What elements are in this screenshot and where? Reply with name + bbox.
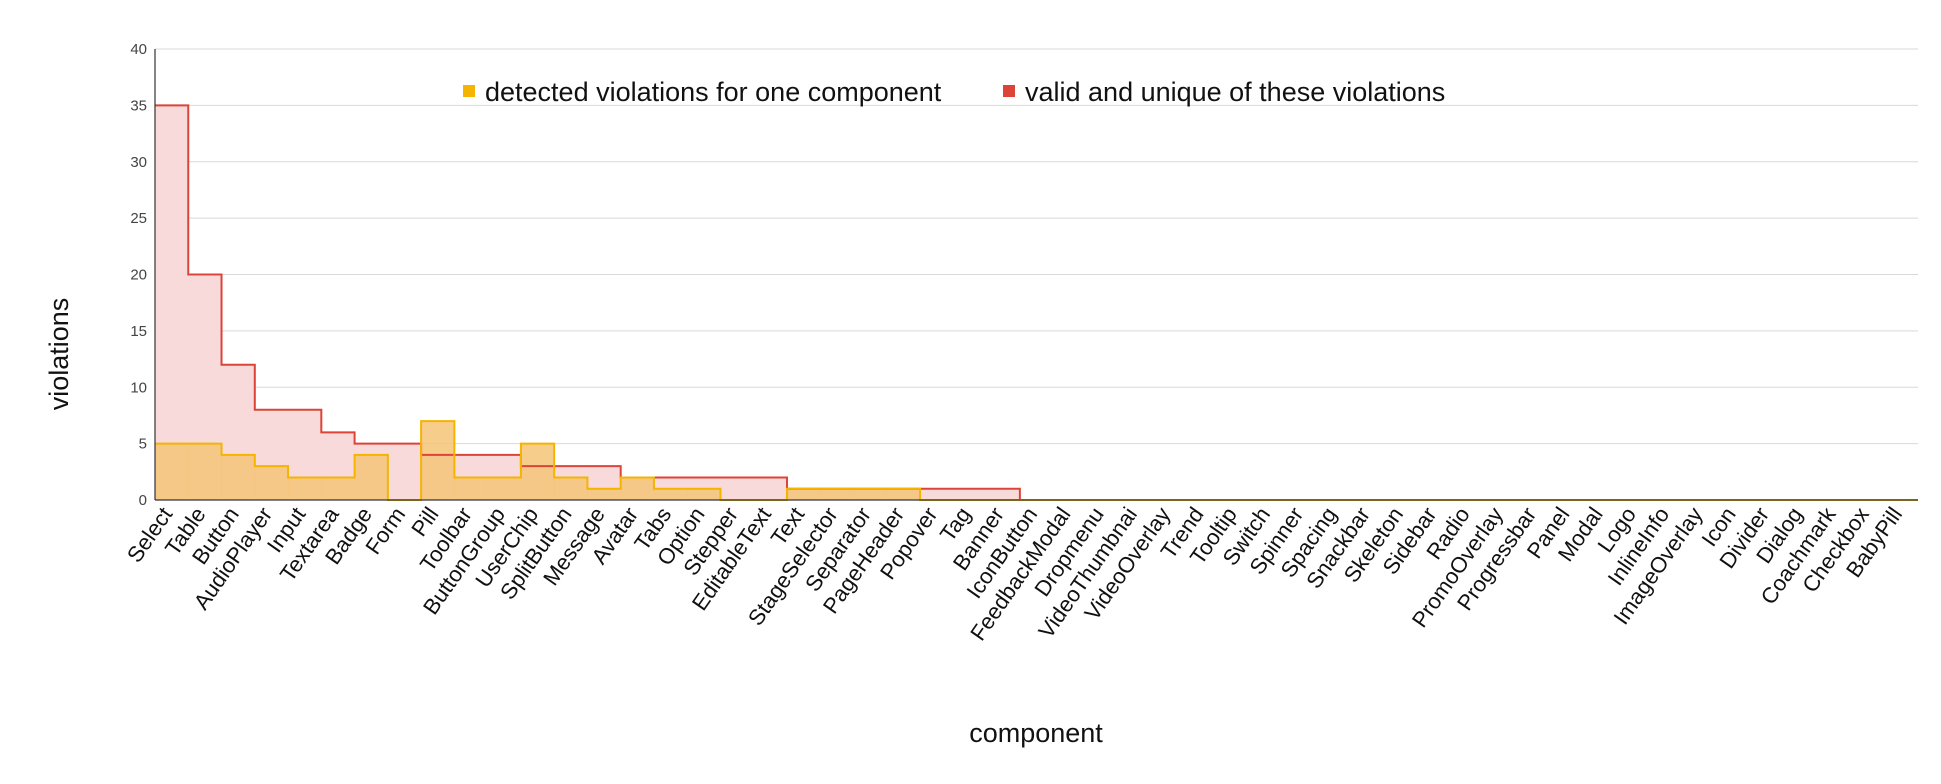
y-axis-title: violations: [44, 298, 74, 411]
gridlines: [155, 48, 1918, 501]
legend-label-0: detected violations for one component: [485, 77, 942, 107]
area-segment-s1-24: [953, 488, 988, 500]
area-segment-s0-9: [454, 477, 489, 500]
area-segment-s0-16: [687, 488, 721, 500]
area-segment-s1-23: [920, 488, 954, 500]
y-tick-label: 0: [139, 492, 147, 509]
area-segment-s0-11: [520, 443, 555, 500]
area-segment-s1-7: [387, 443, 422, 500]
area-segment-s0-10: [487, 477, 522, 500]
area-segment-s0-14: [620, 477, 655, 500]
area-segment-s1-0: [155, 105, 189, 500]
legend-swatch-0: [463, 85, 475, 97]
area-segment-s0-4: [288, 477, 322, 500]
area-segment-s1-25: [986, 488, 1021, 500]
y-tick-label: 40: [130, 41, 147, 58]
area-segment-s0-19: [787, 488, 821, 500]
axes: [154, 49, 1918, 501]
area-segment-s0-8: [421, 421, 455, 500]
area-segment-s0-5: [321, 477, 356, 500]
area-segment-s0-12: [554, 477, 588, 500]
y-tick-label: 25: [130, 210, 147, 227]
series-lines: [155, 104, 1918, 501]
area-segment-s1-18: [753, 477, 788, 500]
y-tick-label: 5: [139, 436, 147, 453]
area-segment-s0-2: [221, 454, 256, 500]
area-segment-s0-1: [188, 443, 223, 500]
x-axis-title: component: [969, 718, 1103, 748]
area-segment-s0-3: [254, 466, 289, 500]
area-segment-s0-0: [155, 443, 189, 500]
legend: detected violations for one component val…: [463, 77, 1445, 107]
series-areas: [155, 105, 1021, 500]
area-segment-s0-21: [853, 488, 888, 500]
y-tick-label: 20: [130, 267, 147, 284]
legend-swatch-1: [1003, 85, 1015, 97]
y-tick-label: 30: [130, 154, 147, 171]
y-tick-label: 15: [130, 323, 147, 340]
area-segment-s0-20: [820, 488, 855, 500]
y-tick-labels: 0 5 10 15 20 25 30 35 40: [130, 41, 147, 509]
series-line-1: [155, 104, 1918, 501]
area-segment-s0-6: [354, 454, 389, 500]
area-segment-s0-15: [653, 488, 688, 500]
area-segment-s0-13: [587, 488, 622, 500]
x-tick-labels: SelectTableButtonAudioPlayerInputTextare…: [122, 502, 1907, 645]
legend-label-1: valid and unique of these violations: [1025, 77, 1445, 107]
y-tick-label: 10: [130, 379, 147, 396]
area-segment-s0-22: [886, 488, 921, 500]
y-tick-label: 35: [130, 97, 147, 114]
area-segment-s1-17: [720, 477, 755, 500]
